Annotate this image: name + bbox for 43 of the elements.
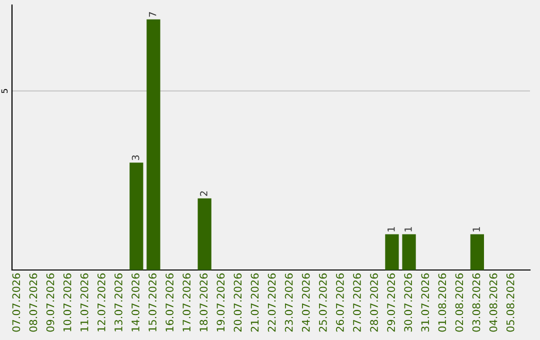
- data-label: 1: [472, 227, 480, 232]
- x-tick-label: 09.07.2026: [46, 273, 54, 332]
- bar: [470, 234, 484, 270]
- x-tick-label: 14.07.2026: [132, 273, 140, 332]
- x-tick-label: 20.07.2026: [234, 273, 242, 332]
- x-tick-label: 26.07.2026: [336, 273, 344, 332]
- x-tick-label: 15.07.2026: [148, 273, 156, 332]
- x-tick-label: 12.07.2026: [97, 273, 106, 332]
- x-tick-label: 04.08.2026: [489, 273, 498, 332]
- x-tick-label: 07.07.2026: [12, 273, 20, 332]
- x-tick-label: 29.07.2026: [387, 273, 396, 332]
- bar: [198, 198, 212, 270]
- x-tick-label: 16.07.2026: [166, 273, 174, 332]
- x-tick-label: 27.07.2026: [353, 273, 361, 332]
- x-tick-label: 30.07.2026: [404, 273, 412, 332]
- x-tick-label: 03.08.2026: [472, 273, 480, 332]
- bar: [385, 234, 399, 270]
- bar: [146, 19, 160, 270]
- data-label: 7: [149, 12, 156, 17]
- bar: [402, 234, 416, 270]
- x-tick-label: 19.07.2026: [216, 273, 225, 332]
- data-label: 1: [388, 227, 395, 232]
- x-tick-label: 13.07.2026: [114, 273, 122, 332]
- x-tick-label: 08.07.2026: [29, 273, 38, 332]
- x-tick-label: 18.07.2026: [200, 273, 208, 332]
- x-tick-label: 31.07.2026: [421, 273, 430, 332]
- x-tick-label: 22.07.2026: [268, 273, 276, 332]
- x-tick-label: 05.08.2026: [506, 273, 514, 332]
- x-tick-label: 10.07.2026: [63, 273, 72, 332]
- x-tick-label: 02.08.2026: [455, 273, 464, 332]
- x-tick-label: 01.08.2026: [438, 273, 446, 332]
- x-tick-label: 23.07.2026: [284, 273, 293, 332]
- x-tick-label: 28.07.2026: [370, 273, 378, 332]
- y-tick-label: 5: [1, 89, 8, 93]
- data-label: 2: [200, 191, 208, 196]
- x-tick-label: 24.07.2026: [302, 273, 310, 332]
- data-label: 1: [404, 227, 412, 232]
- data-label: 3: [132, 155, 140, 160]
- bar: [130, 162, 144, 270]
- x-tick-label: 17.07.2026: [182, 273, 191, 332]
- x-tick-label: 21.07.2026: [250, 273, 259, 332]
- x-tick-label: 25.07.2026: [318, 273, 327, 332]
- x-tick-label: 11.07.2026: [80, 273, 88, 332]
